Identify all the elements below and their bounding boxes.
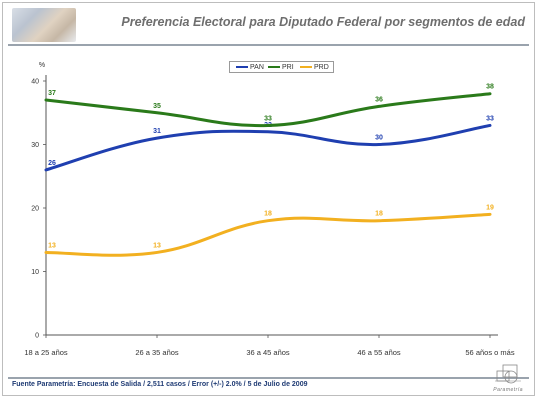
logo-text: Parametría: [493, 387, 523, 393]
footer-divider: [8, 377, 529, 379]
x-tick-label: 56 años o más: [465, 348, 514, 357]
legend-label-pri: PRI: [282, 63, 294, 71]
y-tick-label: 40: [31, 79, 39, 86]
chart-title: Preferencia Electoral para Diputado Fede…: [121, 15, 525, 29]
data-label-pri: 38: [486, 84, 494, 91]
data-label-pan: 31: [153, 128, 161, 135]
header-photo: [12, 8, 76, 42]
y-tick-label: 30: [31, 142, 39, 149]
data-label-pri: 35: [153, 103, 161, 110]
data-label-pri: 37: [48, 90, 56, 97]
data-label-pan: 30: [375, 135, 383, 142]
y-axis-label: %: [39, 62, 45, 69]
series-line-prd: [44, 212, 492, 257]
x-tick-label: 26 a 35 años: [135, 348, 179, 357]
data-label-prd: 13: [153, 242, 161, 249]
x-tick-label: 18 a 25 años: [24, 348, 68, 357]
x-tick-label: 36 a 45 años: [246, 348, 290, 357]
y-tick-label: 0: [35, 333, 39, 340]
legend-label-prd: PRD: [314, 63, 329, 71]
data-label-pri: 33: [264, 115, 272, 122]
legend-item-pri: PRI: [268, 62, 294, 72]
data-label-pan: 26: [48, 160, 56, 167]
legend-item-prd: PRD: [300, 62, 329, 72]
series-line-pri: [44, 92, 492, 128]
legend: PAN PRI PRD: [229, 61, 334, 73]
data-label-pri: 36: [375, 96, 383, 103]
source-note: Fuente Parametría: Encuesta de Salida / …: [12, 381, 308, 388]
legend-item-pan: PAN: [236, 62, 264, 72]
header-divider: [8, 44, 529, 46]
legend-swatch-prd: [300, 65, 312, 69]
data-label-prd: 19: [486, 204, 494, 211]
data-label-prd: 18: [264, 211, 272, 218]
legend-label-pan: PAN: [250, 63, 264, 71]
data-label-pan: 33: [486, 115, 494, 122]
y-tick-label: 10: [31, 269, 39, 276]
legend-swatch-pri: [268, 65, 280, 69]
data-label-prd: 13: [48, 242, 56, 249]
data-label-prd: 18: [375, 211, 383, 218]
legend-swatch-pan: [236, 65, 248, 69]
parametria-logo: [495, 364, 521, 384]
y-tick-label: 20: [31, 206, 39, 213]
x-tick-label: 46 a 55 años: [357, 348, 401, 357]
series-line-pan: [44, 123, 492, 172]
